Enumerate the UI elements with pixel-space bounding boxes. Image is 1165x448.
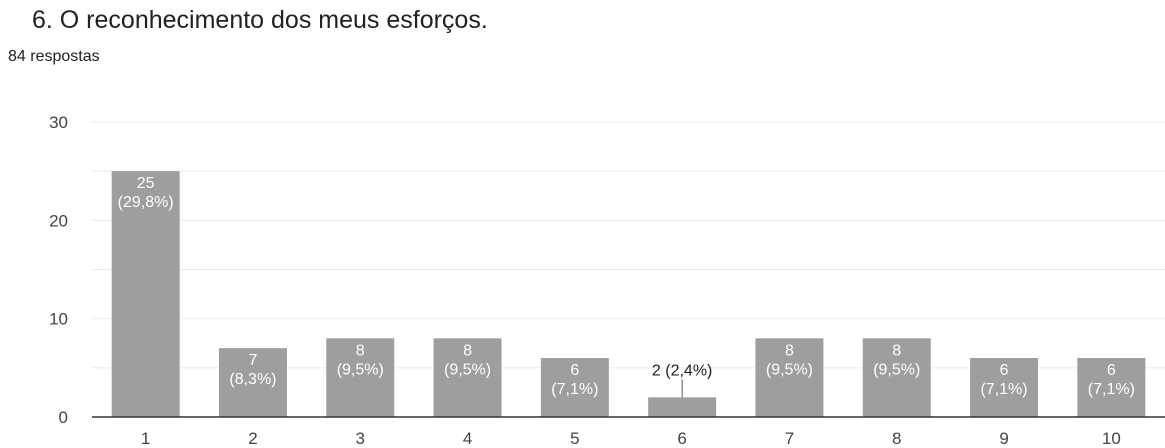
bar <box>970 358 1039 417</box>
bar <box>433 338 502 417</box>
data-label: (29,8%) <box>118 194 174 211</box>
bar <box>1077 358 1146 417</box>
data-label: (9,5%) <box>766 361 813 378</box>
x-tick-label: 9 <box>999 429 1008 448</box>
y-tick-label: 0 <box>59 408 68 427</box>
question-title: 6. O reconhecimento dos meus esforços. <box>32 6 488 34</box>
data-label: 8 <box>785 342 794 359</box>
y-tick-label: 30 <box>49 113 68 132</box>
data-label: (8,3%) <box>229 371 276 388</box>
chart-bars <box>111 171 1146 417</box>
data-label: (9,5%) <box>873 361 920 378</box>
x-tick-label: 4 <box>463 429 472 448</box>
bar <box>862 338 931 417</box>
data-label: 6 <box>1107 362 1116 379</box>
x-tick-label: 8 <box>892 429 901 448</box>
y-tick-label: 10 <box>49 310 68 329</box>
data-label: 8 <box>463 342 472 359</box>
chart-gridlines <box>92 121 1165 369</box>
y-tick-label: 20 <box>49 211 68 230</box>
data-label: (7,1%) <box>1088 381 1135 398</box>
x-tick-label: 5 <box>570 429 579 448</box>
x-tick-label: 6 <box>677 429 686 448</box>
chart-data-labels: 25 (29,8%) 7 (8,3%) 8 (9,5%) 8 (9,5%) 6 (7,1%) 2 (… <box>118 175 1135 398</box>
data-label: 2 (2,4%) <box>652 362 712 379</box>
chart-x-tick-labels: 1 2 3 4 5 6 7 8 9 10 <box>141 429 1121 448</box>
x-tick-label: 10 <box>1102 429 1121 448</box>
data-label: (9,5%) <box>444 361 491 378</box>
x-tick-label: 3 <box>356 429 365 448</box>
response-count: 84 respostas <box>8 48 100 65</box>
data-label: 7 <box>248 352 257 369</box>
x-tick-label: 2 <box>248 429 257 448</box>
data-label: (7,1%) <box>551 381 598 398</box>
x-tick-label: 1 <box>141 429 150 448</box>
chart-y-tick-labels: 0 10 20 30 <box>49 113 68 427</box>
data-label: 8 <box>892 342 901 359</box>
bar <box>755 338 824 417</box>
data-label: 8 <box>356 342 365 359</box>
bar <box>648 397 717 417</box>
bar <box>326 338 395 417</box>
data-label: (9,5%) <box>337 361 384 378</box>
data-label: 6 <box>570 362 579 379</box>
data-label: 25 <box>137 175 155 192</box>
data-label: (7,1%) <box>980 381 1027 398</box>
x-tick-label: 7 <box>785 429 794 448</box>
bar <box>111 171 180 417</box>
data-label: 6 <box>1000 362 1009 379</box>
bar <box>218 348 287 417</box>
bar <box>540 358 609 417</box>
